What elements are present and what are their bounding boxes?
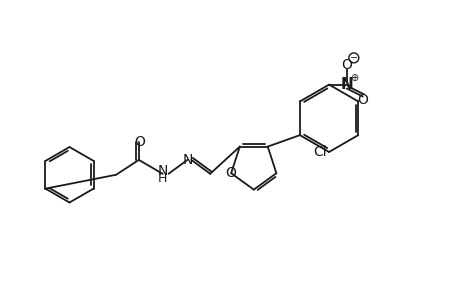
Text: N: N [340,77,353,92]
Text: H: H [157,172,167,185]
Text: N: N [157,164,168,178]
Text: O: O [341,58,352,72]
Text: O: O [134,135,145,149]
Text: O: O [225,166,236,180]
Text: −: − [349,53,357,63]
Text: ⊕: ⊕ [349,73,357,83]
Text: Cl: Cl [313,145,326,159]
Text: O: O [357,94,367,107]
Text: N: N [182,153,192,167]
